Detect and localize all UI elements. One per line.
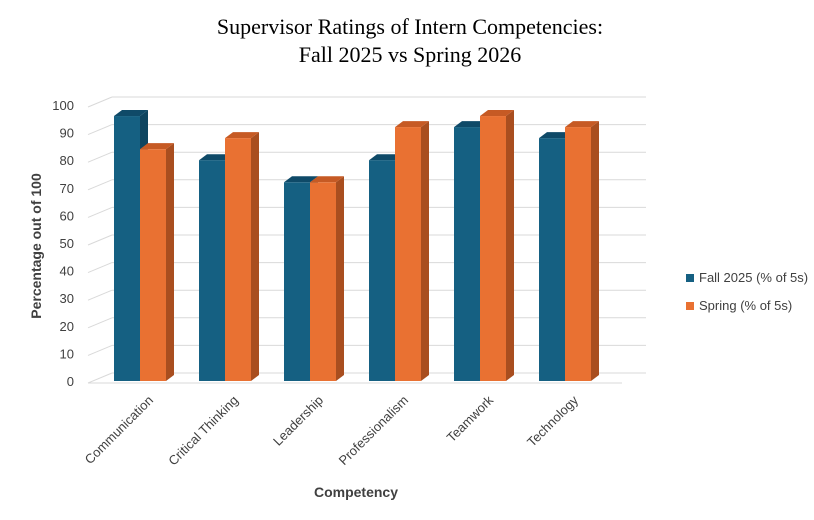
y-axis-title: Percentage out of 100 [28, 173, 44, 319]
chart-title-line-1: Supervisor Ratings of Intern Competencie… [217, 14, 603, 39]
gridline-depth [87, 206, 113, 218]
gridline-depth [87, 289, 113, 301]
y-tick-label: 0 [67, 374, 74, 389]
x-tick-label: Leadership [270, 393, 326, 449]
bar [539, 138, 565, 381]
bar-top [369, 154, 403, 161]
bar [114, 116, 140, 381]
x-tick-label: Technology [524, 392, 581, 449]
bar [310, 182, 336, 381]
y-tick-label: 40 [60, 264, 74, 279]
y-tick-label: 90 [60, 126, 74, 141]
legend-swatch [686, 302, 694, 310]
bar-side [506, 110, 514, 381]
bar-top [395, 121, 429, 128]
y-tick-label: 50 [60, 236, 74, 251]
legend-label: Fall 2025 (% of 5s) [699, 270, 808, 285]
bar-top [454, 121, 488, 128]
bar [454, 127, 480, 381]
bar [565, 127, 591, 381]
gridline-depth [87, 96, 113, 108]
chart-title-line-2: Fall 2025 vs Spring 2026 [299, 42, 521, 67]
x-tick-label: Professionalism [336, 393, 411, 468]
x-axis-title: Competency [314, 484, 398, 500]
legend: Fall 2025 (% of 5s) Spring (% of 5s) [686, 270, 808, 313]
bars [114, 110, 599, 381]
bar-top [310, 176, 344, 183]
gridline-depth [87, 234, 113, 246]
legend-swatch [686, 274, 694, 282]
bar [284, 182, 310, 381]
bar [225, 138, 251, 381]
gridline-depth [87, 151, 113, 163]
gridline-depth [87, 179, 113, 191]
gridline-depth [87, 317, 113, 329]
y-tick-label: 60 [60, 208, 74, 223]
y-tick-label: 10 [60, 346, 74, 361]
y-tick-label: 30 [60, 291, 74, 306]
y-tick-label: 80 [60, 153, 74, 168]
bar-side [166, 143, 174, 381]
bar-top [199, 154, 233, 161]
gridline-depth [87, 124, 113, 136]
x-tick-label: Communication [82, 393, 156, 467]
gridline-depth [87, 372, 113, 384]
bar-top [539, 132, 573, 139]
y-tick-label: 20 [60, 319, 74, 334]
gridline-depth [87, 262, 113, 274]
y-tick-label: 100 [52, 98, 74, 113]
bar-side [336, 176, 344, 381]
bar [199, 160, 225, 381]
bar-side [251, 132, 259, 381]
legend-label: Spring (% of 5s) [699, 298, 792, 313]
bar [480, 116, 506, 381]
bar-top [225, 132, 259, 139]
bar [140, 149, 166, 381]
bar-top [284, 176, 318, 183]
bar-top [480, 110, 514, 117]
y-tick-label: 70 [60, 181, 74, 196]
x-tick-label: Teamwork [444, 392, 497, 445]
bar-top [140, 143, 174, 150]
bar-side [591, 121, 599, 381]
bar [395, 127, 421, 381]
bar-top [565, 121, 599, 128]
bar [369, 160, 395, 381]
x-tick-label: Critical Thinking [165, 393, 241, 469]
bar-top [114, 110, 148, 117]
bar-side [421, 121, 429, 381]
gridline-depth [87, 344, 113, 356]
